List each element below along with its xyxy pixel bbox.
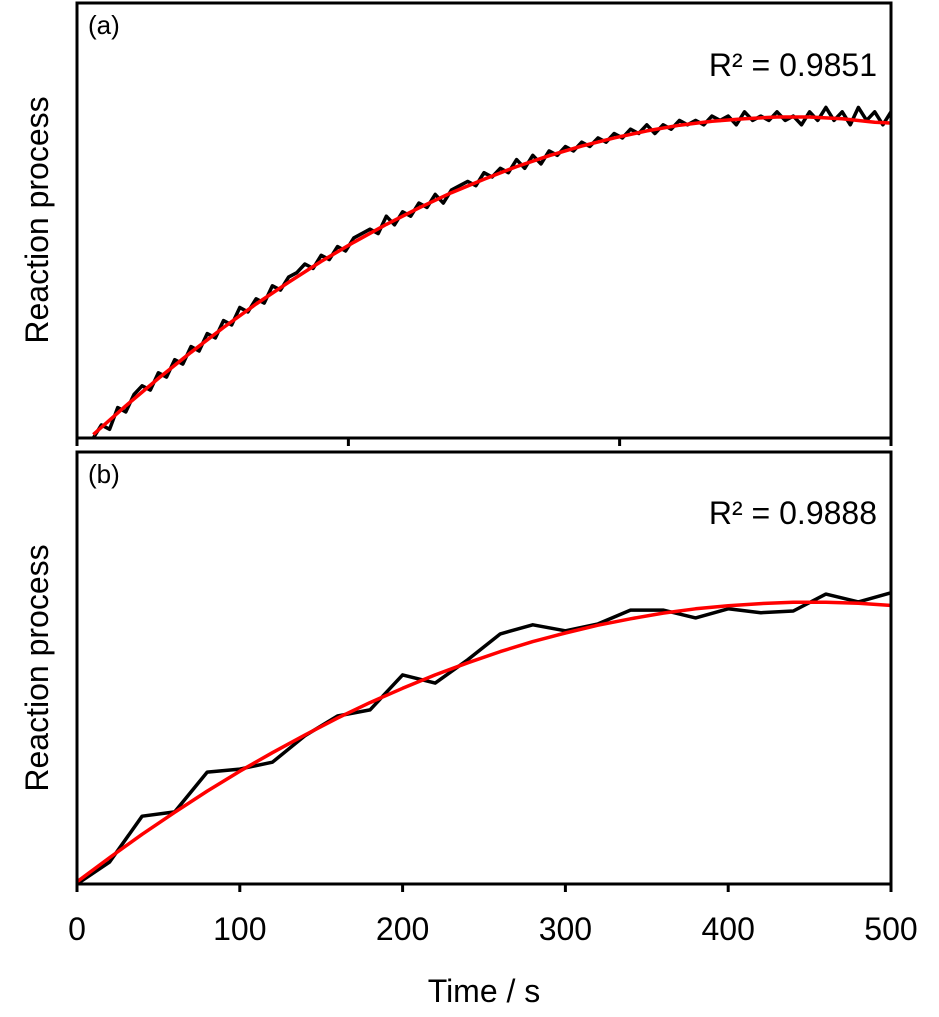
panel-b-label: (b) xyxy=(88,459,120,489)
panel-a-r2: R² = 0.9851 xyxy=(709,47,877,83)
panel-a-frame xyxy=(75,1,893,440)
panel-b: 0 100 200 300 400 500 (b) R² = 0.9888 Reactio… xyxy=(19,450,918,1009)
panel-b-ylabel: Reaction process xyxy=(19,544,55,791)
x-axis-label: Time / s xyxy=(428,973,541,1009)
panel-b-data-line xyxy=(77,591,891,884)
panel-a-ylabel: Reaction process xyxy=(19,96,55,343)
x-tick-label: 400 xyxy=(702,911,755,947)
x-tick-label: 100 xyxy=(213,911,266,947)
panel-a: (a) R² = 0.9851 Reaction process xyxy=(19,1,893,446)
panel-b-fit-line xyxy=(77,600,891,884)
panel-a-fit-line xyxy=(92,115,891,436)
panel-b-frame xyxy=(75,450,893,886)
x-tick-label: 200 xyxy=(376,911,429,947)
panel-a-data-line xyxy=(91,105,891,438)
x-tick-label: 300 xyxy=(539,911,592,947)
x-tick-label: 0 xyxy=(68,911,86,947)
panel-b-r2: R² = 0.9888 xyxy=(709,495,877,531)
panel-a-label: (a) xyxy=(88,10,120,40)
x-tick-label: 500 xyxy=(864,911,917,947)
